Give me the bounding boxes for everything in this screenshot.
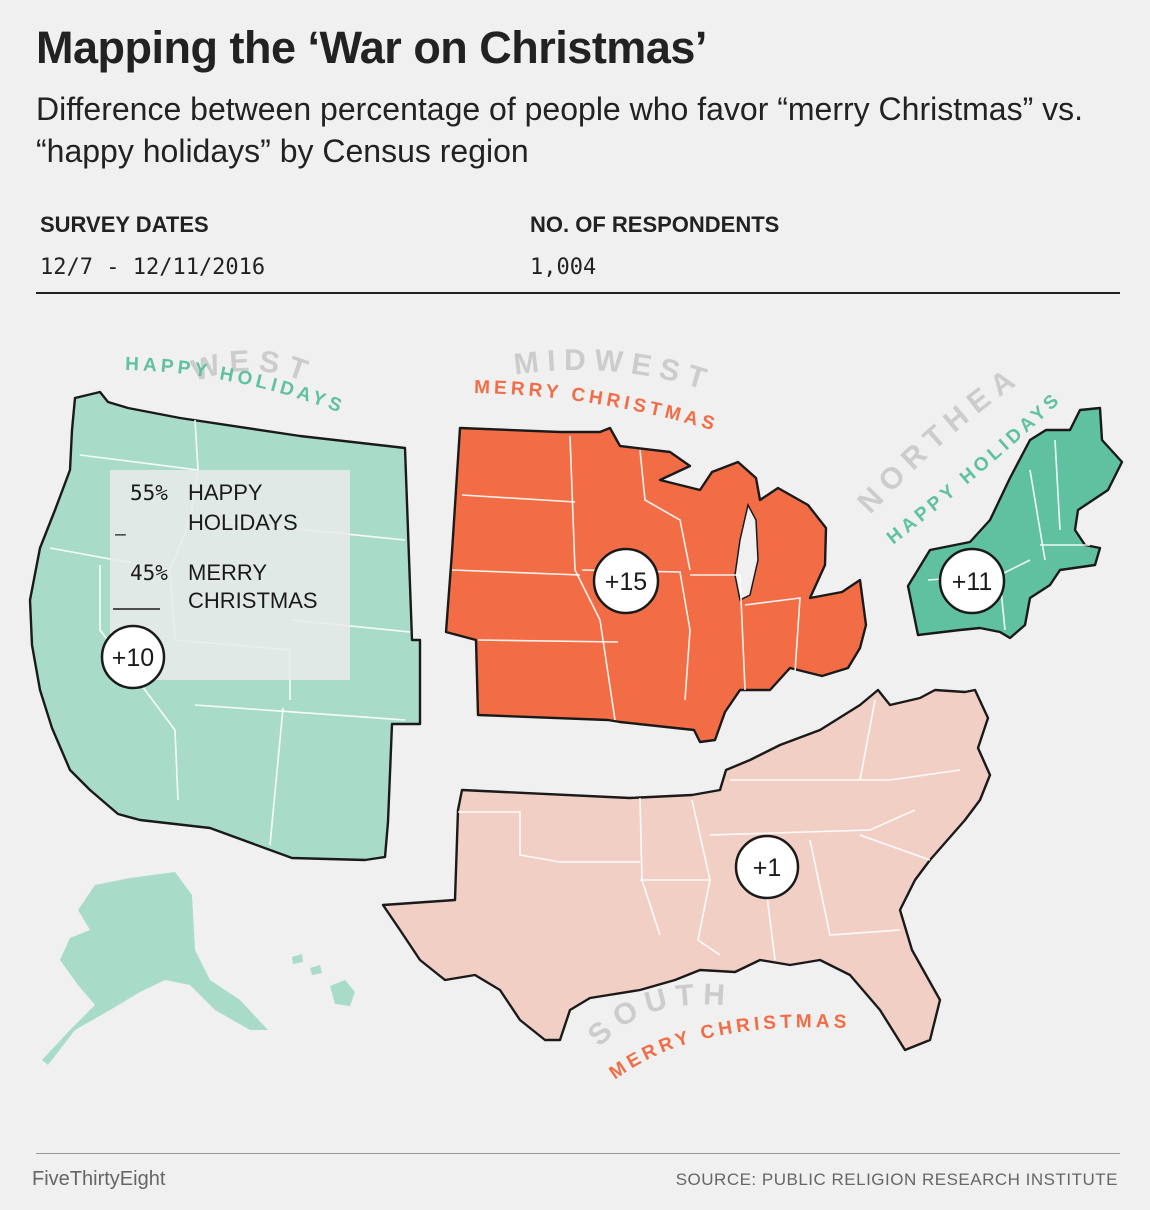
legend: 55% HAPPY HOLIDAYS – 45% MERRY CHRISTMAS <box>113 480 318 613</box>
south-region: +1 SOUTH MERRY CHRISTMAS <box>381 688 992 1084</box>
brand-logo: FiveThirtyEight <box>32 1168 166 1190</box>
alaska-shape <box>42 872 268 1065</box>
west-region: 55% HAPPY HOLIDAYS – 45% MERRY CHRISTMAS… <box>28 345 422 1065</box>
south-badge <box>734 834 800 900</box>
chart-subtitle: Difference between percentage of people … <box>36 91 1083 169</box>
chart-title: Mapping the ‘War on Christmas’ <box>36 22 707 73</box>
legend-top-label-2: HOLIDAYS <box>188 510 298 535</box>
hawaii-islet-1 <box>310 965 322 975</box>
hawaii-islet-2 <box>292 954 303 964</box>
south-state-lines <box>458 699 961 961</box>
alaska-hawaii <box>42 872 355 1065</box>
south-difference: +1 <box>753 854 782 882</box>
source-credit: SOURCE: PUBLIC RELIGION RESEARCH INSTITU… <box>675 1170 1118 1189</box>
region-map: 55% HAPPY HOLIDAYS – 45% MERRY CHRISTMAS… <box>0 0 1124 1084</box>
northeast-badge <box>938 547 1006 615</box>
header-divider <box>36 292 1120 294</box>
respondents-value: 1,004 <box>530 255 597 280</box>
legend-bottom-label-1: MERRY <box>188 560 267 585</box>
midwest-badge <box>592 547 660 615</box>
west-badge <box>100 624 166 690</box>
survey-dates-value: 12/7 - 12/11/2016 <box>40 255 266 280</box>
west-difference: +10 <box>112 644 154 672</box>
legend-bottom-value: 45% <box>130 561 168 585</box>
hawaii-shape <box>330 980 355 1006</box>
northeast-difference: +11 <box>952 568 993 596</box>
respondents-label: NO. OF RESPONDENTS <box>530 212 780 237</box>
legend-top-value: 55% <box>130 481 168 505</box>
legend-bottom-label-2: CHRISTMAS <box>188 588 318 613</box>
midwest-difference: +15 <box>605 568 647 596</box>
midwest-region: +15 MIDWEST MERRY CHRISTMAS <box>444 344 868 744</box>
survey-dates-label: SURVEY DATES <box>40 212 209 237</box>
legend-top-label-1: HAPPY <box>188 480 263 505</box>
footer-divider <box>36 1153 1120 1154</box>
legend-minus: – <box>115 524 126 545</box>
